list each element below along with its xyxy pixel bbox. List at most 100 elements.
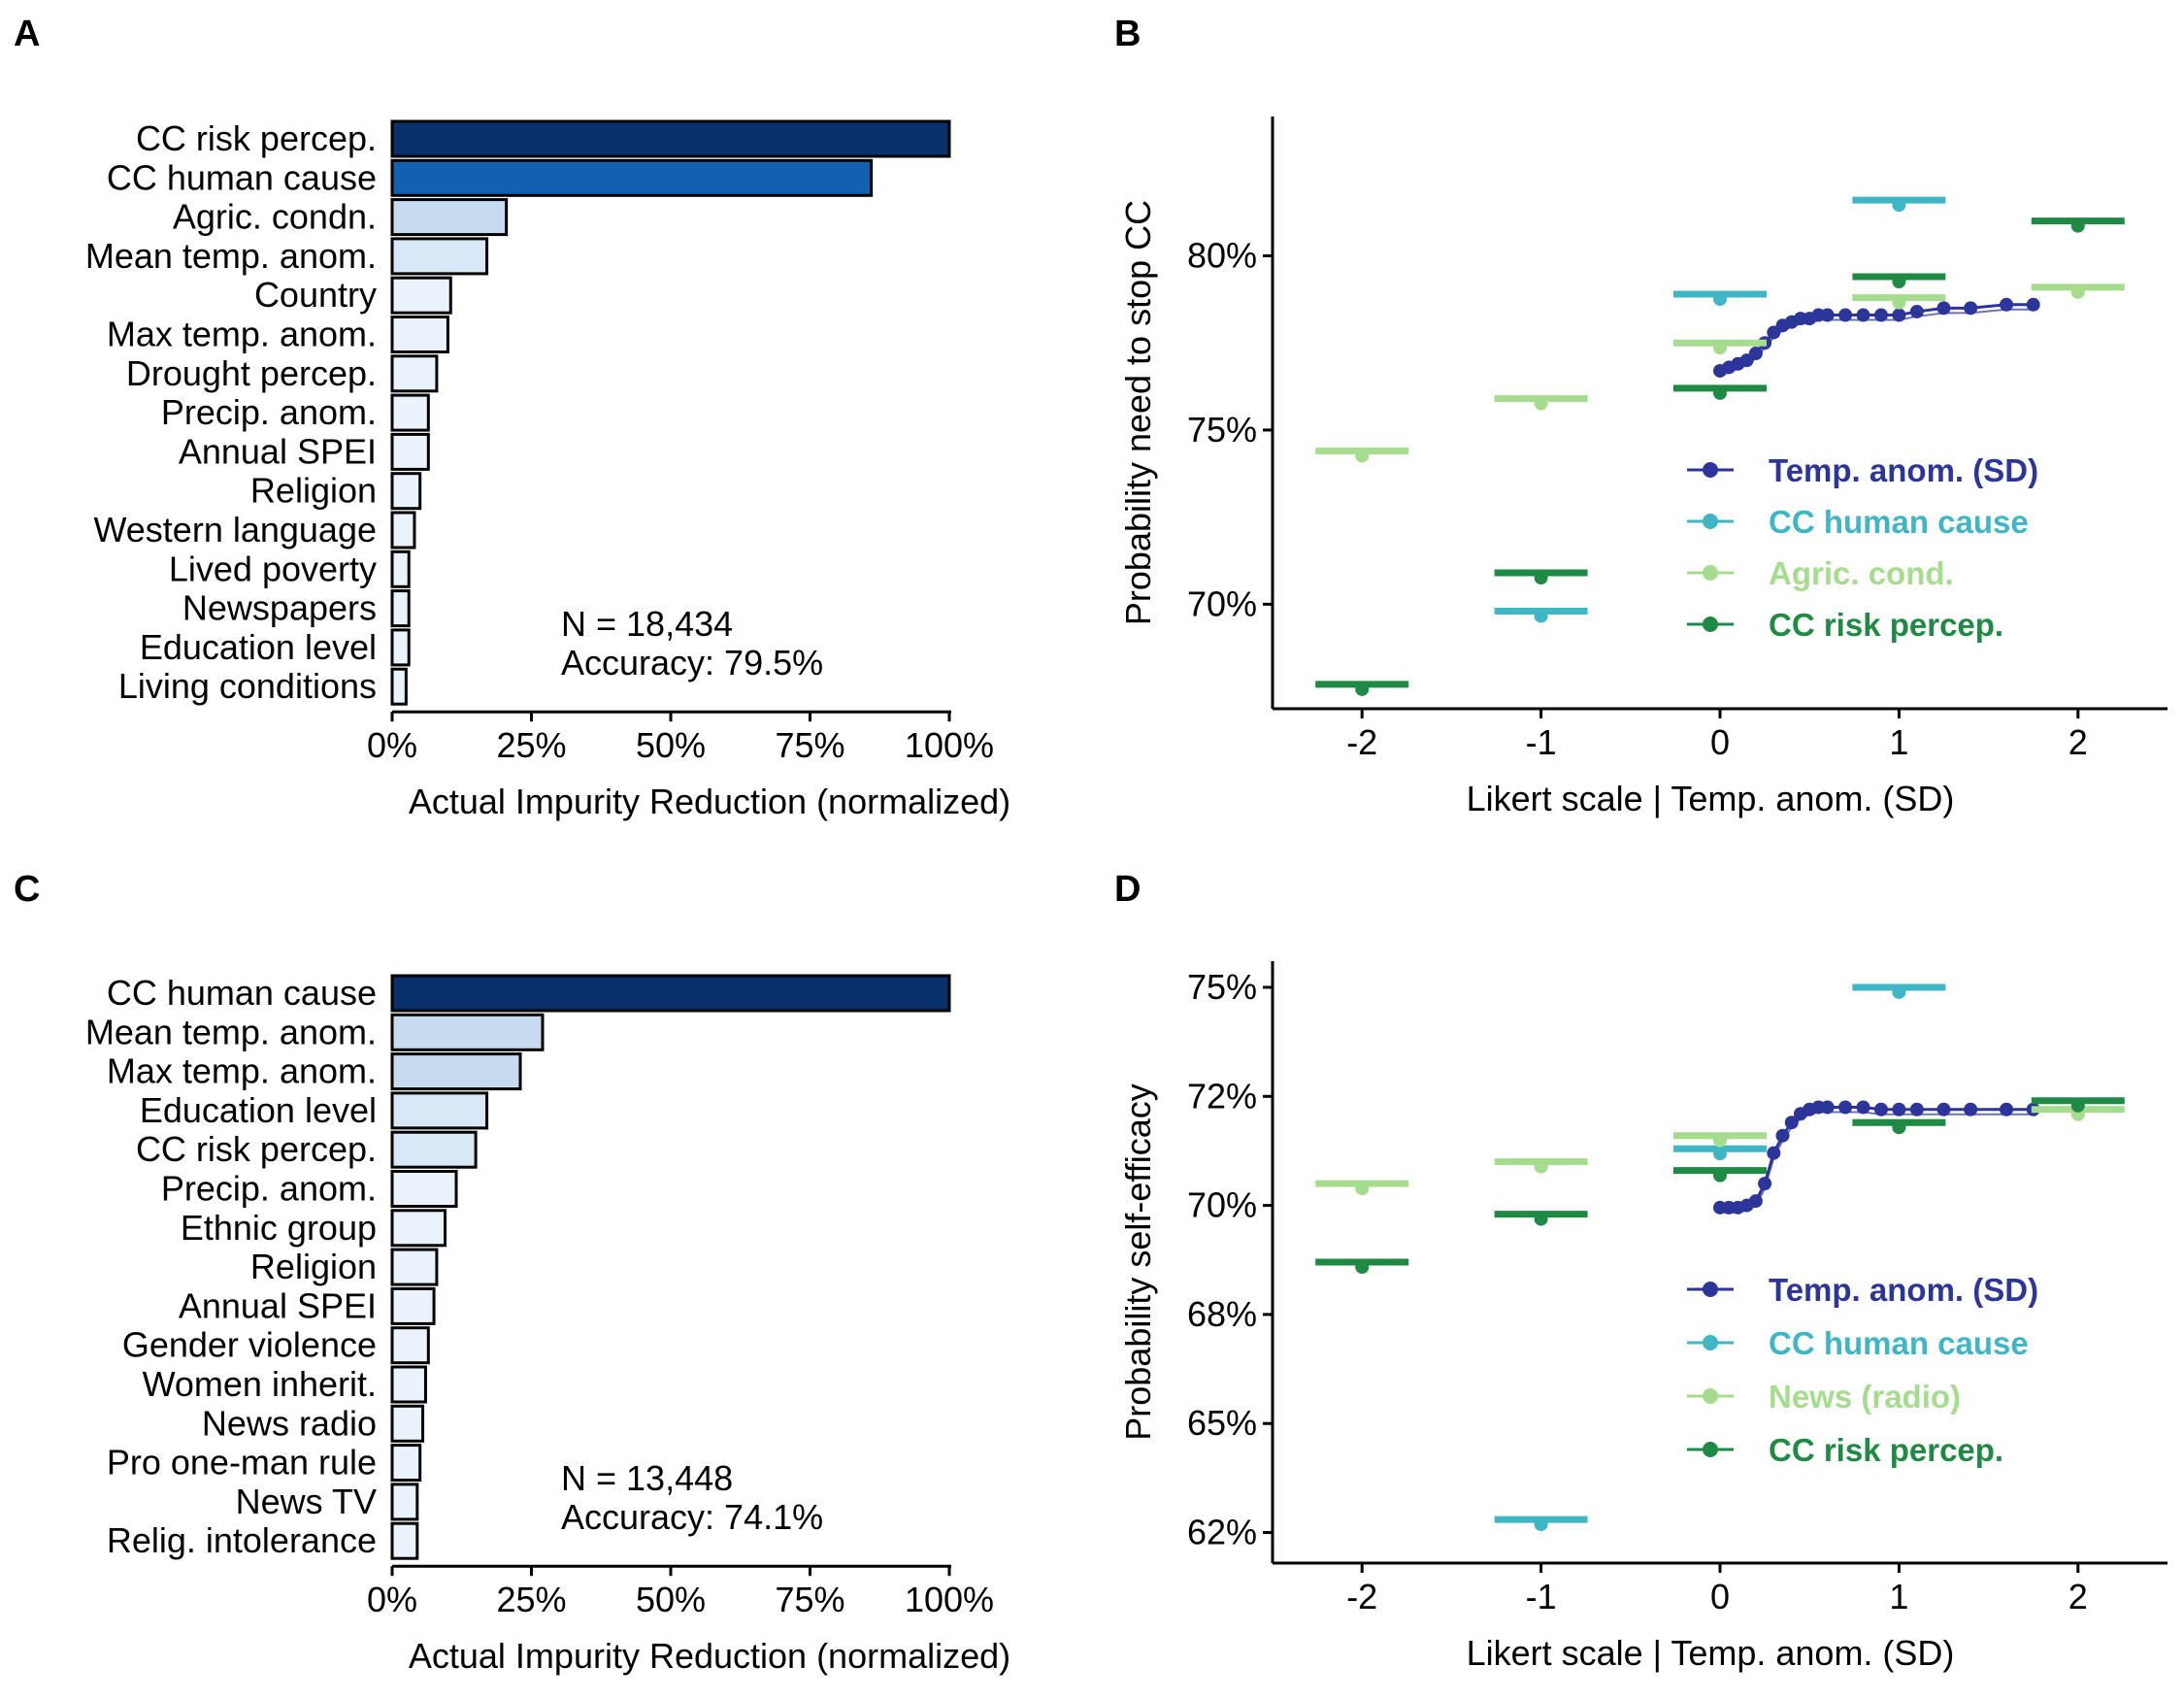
curve-point <box>1892 1102 1906 1116</box>
level-point <box>1355 1182 1370 1196</box>
bar <box>390 316 449 353</box>
bar <box>390 1286 436 1325</box>
curve-point <box>2026 297 2040 312</box>
category-label: Drought percep. <box>126 353 377 393</box>
legend-label: Temp. anom. (SD) <box>1769 452 2038 488</box>
level-point <box>1892 275 1906 289</box>
curve-point <box>1820 1100 1835 1115</box>
bar <box>390 1091 489 1130</box>
bar <box>390 1130 478 1169</box>
legend-label: CC human cause <box>1769 504 2029 540</box>
category-label: Pro one-man rule <box>107 1443 377 1482</box>
x-tick-label: 0 <box>1710 722 1730 762</box>
level-point <box>1713 1147 1727 1161</box>
level-point <box>1892 295 1906 310</box>
legend-key-point <box>1703 514 1718 529</box>
level-point <box>1534 1517 1548 1532</box>
annotation-text: N = 18,434 <box>561 604 733 644</box>
category-label: Max temp. anom. <box>107 315 377 354</box>
curve-point <box>1856 1100 1870 1115</box>
bar <box>390 1052 522 1091</box>
level-point <box>1534 1159 1548 1174</box>
level-point <box>2070 1098 2085 1113</box>
y-axis-title: Probability need to stop CC <box>1118 200 1158 625</box>
x-tick-label: 0% <box>367 725 417 765</box>
curve-point <box>1838 1100 1853 1115</box>
level-point <box>1355 449 1370 463</box>
category-label: Annual SPEI <box>179 431 377 471</box>
category-label: News TV <box>236 1482 377 1521</box>
level-point <box>1713 292 1727 306</box>
x-tick-label: 2 <box>2068 722 2088 762</box>
category-label: Country <box>254 275 377 315</box>
category-label: Religion <box>250 1247 377 1286</box>
bar <box>390 393 430 432</box>
legend-label: CC risk percep. <box>1769 607 2003 643</box>
bar <box>390 628 411 667</box>
bar <box>390 1170 458 1208</box>
x-tick-label: -1 <box>1526 1577 1557 1616</box>
category-label: News radio <box>202 1403 377 1443</box>
x-tick-label: -2 <box>1346 1577 1377 1616</box>
category-label: CC risk percep. <box>136 1129 377 1169</box>
level-point <box>1713 1168 1727 1183</box>
x-axis-title: Actual Impurity Reduction (normalized) <box>409 782 1010 821</box>
bar <box>390 1521 419 1560</box>
curve-point <box>2000 297 2014 312</box>
legend-key-point <box>1703 462 1718 478</box>
curve-point <box>1838 308 1853 322</box>
curve-point <box>1873 1102 1888 1116</box>
category-label: Mean temp. anom. <box>85 236 377 276</box>
bar <box>390 1209 447 1248</box>
level-point <box>1892 1120 1906 1135</box>
legend-key-point <box>1703 1335 1718 1350</box>
level-point <box>1892 984 1906 999</box>
x-axis-title: Likert scale | Temp. anom. (SD) <box>1467 1633 1955 1673</box>
category-label: Precip. anom. <box>161 392 377 432</box>
category-label: Lived poverty <box>169 549 377 588</box>
bar <box>390 119 951 158</box>
bar <box>390 550 411 588</box>
level-point <box>1713 341 1727 355</box>
bar <box>390 354 439 393</box>
y-tick-label: 65% <box>1187 1403 1257 1443</box>
panel-label-a: A <box>14 14 41 54</box>
curve-point <box>1936 301 1951 316</box>
y-axis-title: Probability self-efficacy <box>1118 1083 1158 1441</box>
curve-point <box>1964 1102 1978 1116</box>
curve-point <box>1892 308 1906 322</box>
x-tick-label: 25% <box>496 725 566 765</box>
level-point <box>1355 682 1370 696</box>
legend-label: Temp. anom. (SD) <box>1769 1272 2038 1308</box>
panel-label-c: C <box>14 869 41 910</box>
level-point <box>1713 385 1727 400</box>
bar <box>390 1013 545 1051</box>
category-label: Relig. intolerance <box>107 1520 377 1560</box>
x-tick-label: 100% <box>905 725 994 765</box>
y-tick-label: 70% <box>1187 583 1257 623</box>
level-point <box>1534 396 1548 411</box>
bar <box>390 276 452 315</box>
y-tick-label: 75% <box>1187 967 1257 1007</box>
category-label: Annual SPEI <box>179 1285 377 1325</box>
panel-label-b: B <box>1114 14 1142 54</box>
x-tick-label: -1 <box>1526 722 1557 762</box>
curve-point <box>1767 1146 1781 1160</box>
category-label: Newspapers <box>182 588 377 628</box>
category-label: Mean temp. anom. <box>85 1012 377 1051</box>
legend-key-point <box>1703 1388 1718 1404</box>
bar <box>390 472 422 511</box>
bar <box>390 1365 427 1404</box>
curve-point <box>1820 308 1835 322</box>
bar <box>390 237 489 276</box>
category-label: Living conditions <box>118 666 377 706</box>
x-axis-title: Actual Impurity Reduction (normalized) <box>409 1636 1010 1676</box>
level-point <box>1355 1260 1370 1274</box>
curve-point <box>1856 308 1870 322</box>
x-tick-label: 1 <box>1889 722 1908 762</box>
x-tick-label: 75% <box>775 725 844 765</box>
legend-key-point <box>1703 1442 1718 1457</box>
panel-label-d: D <box>1114 869 1142 910</box>
level-point <box>1892 198 1906 213</box>
